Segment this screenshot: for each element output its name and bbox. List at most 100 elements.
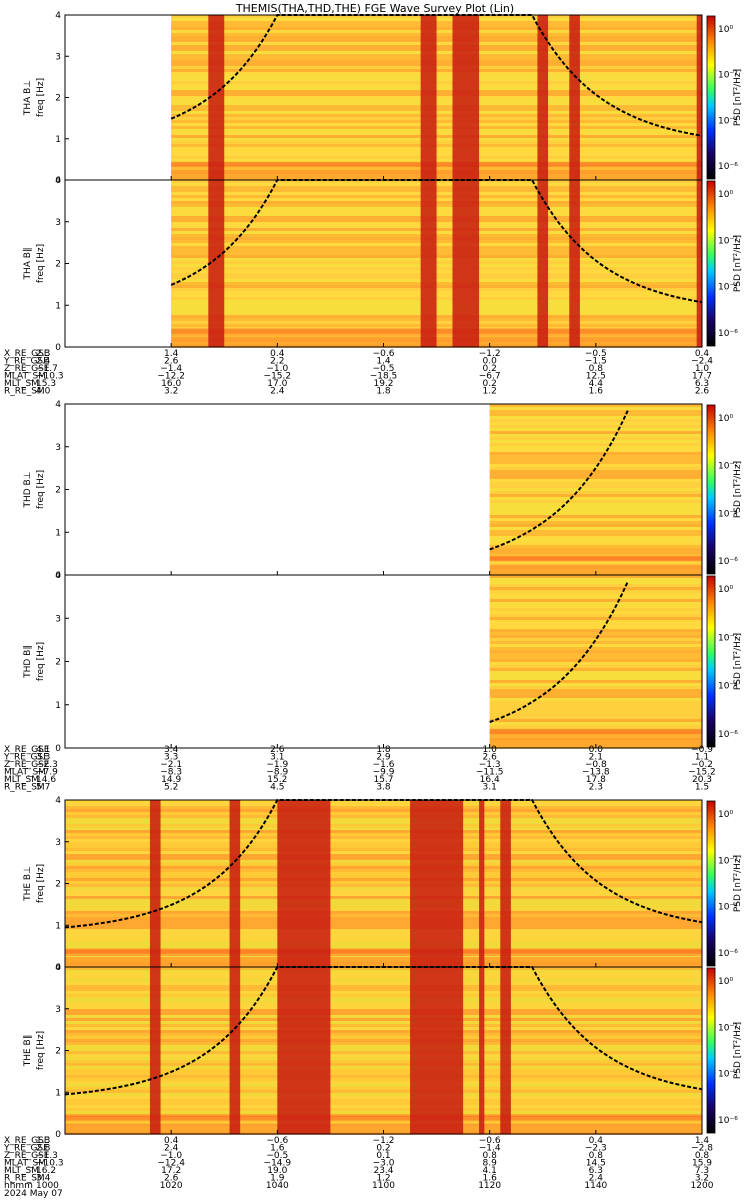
ephemeris-value: 15.9 [692, 1159, 712, 1169]
chart-title: THEMIS(THA,THD,THE) FGE Wave Survey Plot… [235, 2, 514, 15]
y-tick-label: 2 [55, 486, 61, 496]
y-tick-label: 3 [55, 52, 61, 62]
ephemeris-value: −1.2 [479, 349, 501, 359]
ephemeris-row-label: R_RE_SM [4, 783, 45, 793]
ephemeris-value: −1.4 [160, 364, 182, 374]
ephemeris-value: 23.4 [373, 1166, 393, 1176]
ephemeris-row-label: MLT_SM [4, 775, 39, 785]
x-tick-label: 1040 [266, 1181, 289, 1191]
ephemeris-value: −1.3 [36, 1151, 58, 1161]
ephemeris-value: −0.5 [266, 1151, 288, 1161]
colorbar-label: PSD [nT²/Hz] [733, 633, 743, 690]
ephemeris-value: 3.4 [36, 1174, 51, 1184]
ephemeris-value: 2.6 [270, 745, 285, 755]
ephemeris-value: 0.2 [483, 379, 497, 389]
hot-band [208, 180, 225, 347]
ephemeris-value: 1.6 [589, 387, 604, 397]
x-tick-label: 1020 [160, 1181, 183, 1191]
hot-band [149, 800, 161, 967]
colorbar-tick-label: 10⁻² [718, 1023, 738, 1033]
ephemeris-row-label: R_RE_SM [4, 1174, 45, 1184]
colorbar-tick-label: 10⁰ [718, 810, 733, 820]
ephemeris-value: 0.2 [483, 364, 497, 374]
ephemeris-value: 2.8 [36, 1144, 51, 1154]
colorbar-tick-label: 10⁻⁶ [718, 730, 738, 740]
panel-freq-label: freq [Hz] [36, 642, 46, 681]
x-tick-label: 1120 [478, 1181, 501, 1191]
ephemeris-value: 2.4 [589, 1174, 604, 1184]
ephemeris-value: 0.2 [376, 1144, 390, 1154]
y-tick-label: 4 [55, 796, 61, 806]
colorbar-tick-label: 10⁻² [718, 462, 738, 472]
spectrogram-texture [489, 575, 702, 749]
panel-freq-label: freq [Hz] [36, 244, 46, 283]
ephemeris-value: 2.4 [164, 1144, 179, 1154]
hot-band [420, 180, 437, 347]
ephemeris-value: −8.9 [266, 768, 288, 778]
colorbar-tick-label: 10⁻⁴ [718, 509, 738, 519]
ephemeris-value: 17.0 [267, 379, 287, 389]
colorbar-tick-label: 10⁰ [718, 414, 733, 424]
ephemeris-value: 14.6 [36, 775, 56, 785]
ephemeris-value: 2.6 [164, 357, 179, 367]
ephemeris-value: −0.6 [373, 349, 395, 359]
hot-band [277, 800, 331, 967]
ephemeris-value: −1.4 [479, 1144, 501, 1154]
y-tick-label: 1 [55, 528, 61, 538]
y-tick-label: 4 [55, 400, 61, 410]
colorbar-tick-label: 10⁻⁴ [718, 1070, 738, 1080]
hot-band [479, 800, 485, 967]
colorbar-tick-label: 10⁻⁶ [718, 329, 738, 339]
panel-tha-bl: 0 1 2 3 4 THA B⊥ freq [Hz] [23, 11, 703, 186]
ephemeris-value: 1.2 [376, 1174, 390, 1184]
ephemeris-value: 5.7 [36, 783, 50, 793]
panel-the-bpar: 0 1 2 3 4 THE B∥ freq [Hz] [23, 963, 703, 1140]
ephemeris-value: 20.3 [692, 775, 712, 785]
ephemeris-value: 8.9 [483, 1159, 498, 1169]
ephemeris-value: 4.1 [483, 1166, 497, 1176]
colorbar-label: PSD [nT²/Hz] [733, 855, 743, 912]
y-tick-label: 3 [55, 218, 61, 228]
colorbar: 10⁰ 10⁻² 10⁻⁴ 10⁻⁶ PSD [nT²/Hz] [706, 800, 743, 967]
ephemeris-value: −1.0 [266, 364, 288, 374]
ephemeris-row-label: X_RE_GSE [4, 745, 50, 755]
ephemeris-value: −0.5 [585, 349, 607, 359]
ephemeris-value: 19.2 [373, 379, 393, 389]
ephemeris-row-label: X_RE_GSE [4, 349, 50, 359]
colorbar: 10⁰ 10⁻² 10⁻⁴ 10⁻⁶ PSD [nT²/Hz] [706, 15, 743, 180]
ephemeris-value: 14.5 [586, 1159, 606, 1169]
panel-probe-label: THE B⊥ [23, 866, 33, 902]
y-tick-label: 1 [55, 301, 61, 311]
hot-band [452, 180, 480, 347]
ephemeris-value: 2.9 [376, 753, 391, 763]
ephemeris-value: 2.4 [270, 387, 285, 397]
ephemeris-value: 6.3 [695, 379, 709, 389]
y-tick-label: 1 [55, 135, 61, 145]
ephemeris-row-label: Z_RE_GSE [4, 1151, 50, 1161]
x-tick-label: 1100 [372, 1181, 395, 1191]
ephemeris-value: 17.7 [692, 372, 712, 382]
colorbar-tick-label: 10⁻² [718, 236, 738, 246]
hot-band [229, 800, 241, 967]
ephemeris-value: 2.6 [483, 753, 498, 763]
panel-thd-bpar: 0 1 2 3 4 THD B∥ freq [Hz] [23, 571, 703, 754]
ephemeris-value: 0.4 [164, 1136, 179, 1146]
y-tick-label: 1 [55, 1088, 61, 1098]
ephemeris-value: 3.3 [164, 753, 178, 763]
ephemeris-value: −10.3 [36, 372, 64, 382]
ephemeris-row-label: R_RE_SM [4, 387, 45, 397]
ephemeris-value: 1.6 [483, 1174, 498, 1184]
ephemeris-value: 2.1 [589, 753, 603, 763]
ephemeris-value: 0.0 [589, 745, 604, 755]
colorbar-tick-label: 10⁻⁶ [718, 949, 738, 959]
y-tick-label: 3 [55, 838, 61, 848]
colorbar-tick-label: 10⁻² [718, 856, 738, 866]
ephemeris-value: 2.6 [695, 387, 710, 397]
ephemeris-value: −3.0 [373, 1159, 395, 1169]
colorbar-tick-label: 10⁻² [718, 71, 738, 81]
